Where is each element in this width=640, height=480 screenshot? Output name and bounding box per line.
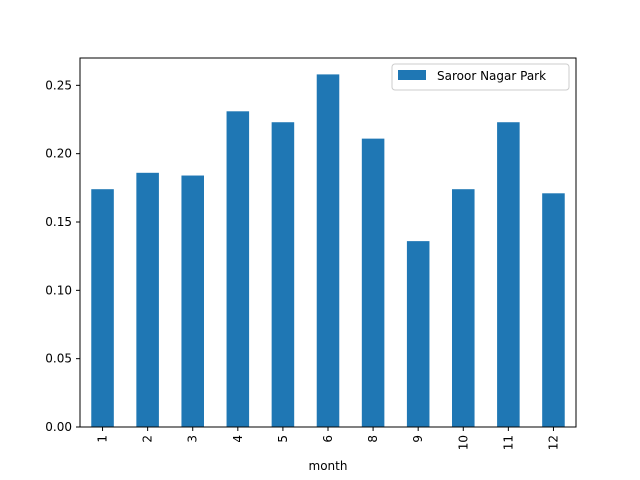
bar-month-6 <box>316 74 340 428</box>
bar-month-2 <box>136 172 159 427</box>
x-tick-label: 11 <box>501 435 515 450</box>
x-axis-label: month <box>309 459 348 473</box>
y-tick-label: 0.15 <box>45 215 72 229</box>
bar-month-11 <box>497 122 520 427</box>
bar-month-9 <box>406 241 430 427</box>
bar-month-12 <box>542 193 565 427</box>
y-tick-label: 0.25 <box>45 78 72 92</box>
y-tick-label: 0.20 <box>45 147 72 161</box>
x-tick-label: 1 <box>96 435 110 443</box>
x-tick-label: 2 <box>141 435 155 443</box>
x-axis-ticks: 1 2 3 4 5 6 8 9 10 11 12 <box>96 427 560 450</box>
bar-month-3 <box>181 175 204 427</box>
x-tick-label: 12 <box>546 435 560 450</box>
plot-frame <box>79 57 577 428</box>
legend-label: Saroor Nagar Park <box>437 69 546 83</box>
legend-swatch <box>398 70 426 80</box>
bar-month-4 <box>226 111 250 428</box>
x-tick-label: 4 <box>231 435 245 443</box>
bars-group <box>91 74 565 428</box>
bar-month-8 <box>361 138 385 427</box>
x-tick-label: 6 <box>321 435 335 443</box>
bar-month-10 <box>452 189 475 427</box>
y-tick-label: 0.00 <box>45 420 72 434</box>
x-tick-label: 10 <box>456 435 470 450</box>
y-tick-label: 0.10 <box>45 283 72 297</box>
bar-month-5 <box>271 122 295 427</box>
y-tick-label: 0.05 <box>45 352 72 366</box>
bar-month-1 <box>91 189 114 427</box>
x-tick-label: 8 <box>366 435 380 443</box>
x-tick-label: 5 <box>276 435 290 443</box>
y-axis-ticks: 0.00 0.05 0.10 0.15 0.20 0.25 <box>45 78 80 434</box>
legend-box <box>391 63 570 91</box>
x-tick-label: 3 <box>186 435 200 443</box>
x-tick-label: 9 <box>411 435 425 443</box>
legend: Saroor Nagar Park <box>391 63 570 91</box>
